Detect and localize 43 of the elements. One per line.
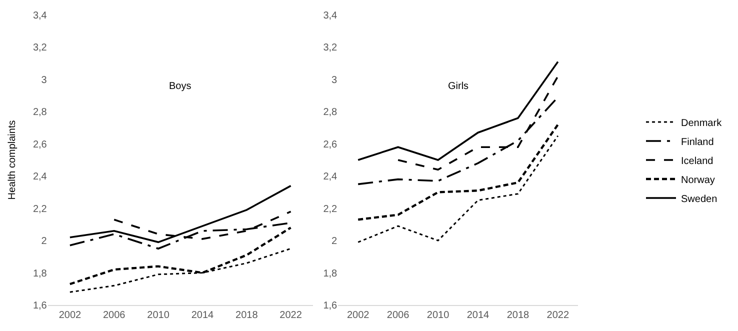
y-tick-label: 1,6 [32, 300, 48, 312]
y-tick-label: 2,6 [32, 139, 48, 150]
y-tick-label: 1,8 [323, 268, 338, 280]
x-tick-label: 2018 [506, 310, 530, 321]
y-tick-label: 2,4 [323, 172, 338, 183]
x-tick-label: 2022 [280, 310, 302, 321]
y-tick-label: 3 [41, 74, 48, 86]
x-tick-label: 2002 [346, 310, 370, 321]
y-tick-label: 3,4 [32, 10, 48, 22]
line-series [357, 123, 560, 221]
x-tick-label: 2010 [426, 310, 450, 321]
y-tick-label: 3 [332, 74, 338, 86]
y-tick-label: 2 [332, 236, 338, 248]
y-tick-label: 1,6 [323, 300, 338, 312]
x-tick-label: 2018 [236, 310, 258, 321]
legend-label: Sweden [681, 194, 718, 205]
line-series [357, 135, 559, 243]
text: Boys [169, 81, 192, 92]
x-tick-label: 2014 [466, 310, 490, 321]
y-tick-label: 3,2 [32, 42, 48, 54]
y-tick-label: 2,4 [32, 172, 48, 183]
y-tick-label: 1,8 [32, 268, 48, 280]
legend-label: Norway [681, 174, 715, 186]
y-tick-label: 2,6 [323, 139, 338, 150]
x-tick-label: 2014 [191, 310, 214, 321]
y-tick-label: 2,8 [32, 107, 48, 118]
y-tick-label: 2,8 [323, 107, 338, 118]
y-axis-title: Health complaints [6, 120, 18, 200]
x-tick-label: 2010 [147, 310, 170, 321]
x-tick-label: 2006 [386, 310, 410, 321]
legend-label: Iceland [681, 156, 714, 167]
text: Girls [448, 81, 469, 92]
y-tick-label: 2 [41, 236, 48, 248]
y-tick-label: 2,2 [323, 204, 338, 215]
line-series [357, 60, 559, 161]
y-tick-label: 3,2 [323, 42, 338, 54]
legend-label: Denmark [681, 118, 723, 129]
x-tick-label: 2002 [58, 310, 82, 321]
y-tick-label: 2,2 [32, 204, 48, 215]
x-tick-label: 2006 [102, 310, 126, 321]
legend-label: Finland [681, 136, 714, 148]
y-tick-label: 3,4 [323, 10, 338, 22]
x-tick-label: 2022 [546, 310, 570, 321]
